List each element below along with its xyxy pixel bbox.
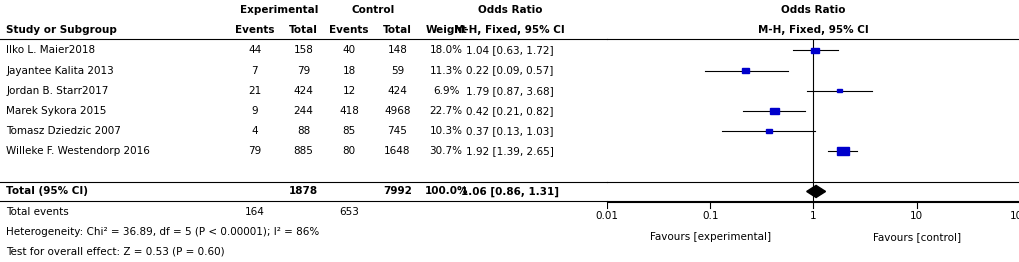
Text: 9: 9: [252, 106, 258, 116]
Text: 79: 79: [248, 146, 261, 156]
Text: 653: 653: [338, 207, 359, 217]
Text: Experimental: Experimental: [239, 5, 318, 15]
Text: 745: 745: [387, 126, 407, 136]
Text: 10: 10: [909, 211, 922, 221]
Text: Marek Sykora 2015: Marek Sykora 2015: [6, 106, 106, 116]
Text: 244: 244: [293, 106, 313, 116]
Text: 0.42 [0.21, 0.82]: 0.42 [0.21, 0.82]: [466, 106, 553, 116]
Text: 10.3%: 10.3%: [429, 126, 463, 136]
Text: Test for overall effect: Z = 0.53 (P = 0.60): Test for overall effect: Z = 0.53 (P = 0…: [6, 247, 224, 257]
Text: 22.7%: 22.7%: [429, 106, 463, 116]
Text: Ilko L. Maier2018: Ilko L. Maier2018: [6, 45, 95, 55]
Text: 418: 418: [338, 106, 359, 116]
Text: 6.9%: 6.9%: [432, 86, 459, 96]
Text: 1648: 1648: [384, 146, 411, 156]
Text: 0.1: 0.1: [701, 211, 717, 221]
Text: 100.0%: 100.0%: [424, 187, 468, 196]
Text: Total: Total: [288, 25, 318, 35]
Text: 79: 79: [297, 66, 310, 75]
Text: 21: 21: [248, 86, 261, 96]
Text: 0.37 [0.13, 1.03]: 0.37 [0.13, 1.03]: [466, 126, 553, 136]
Text: Total events: Total events: [6, 207, 68, 217]
Text: Weight: Weight: [425, 25, 467, 35]
Text: 885: 885: [293, 146, 313, 156]
Text: 0.01: 0.01: [595, 211, 618, 221]
Text: Favours [control]: Favours [control]: [872, 232, 960, 242]
Bar: [765, 129, 771, 133]
Bar: [810, 48, 818, 53]
Text: Events: Events: [235, 25, 274, 35]
Text: 44: 44: [248, 45, 261, 55]
Bar: [769, 108, 779, 114]
Text: 4968: 4968: [384, 106, 411, 116]
Text: 1.04 [0.63, 1.72]: 1.04 [0.63, 1.72]: [466, 45, 553, 55]
Text: 7992: 7992: [383, 187, 412, 196]
Text: 1.79 [0.87, 3.68]: 1.79 [0.87, 3.68]: [466, 86, 553, 96]
Text: 100: 100: [1009, 211, 1019, 221]
Text: 424: 424: [387, 86, 407, 96]
Text: 88: 88: [297, 126, 310, 136]
Text: 1: 1: [809, 211, 816, 221]
Text: Study or Subgroup: Study or Subgroup: [6, 25, 117, 35]
Text: 30.7%: 30.7%: [429, 146, 463, 156]
Text: Odds Ratio: Odds Ratio: [781, 5, 845, 15]
Text: 18.0%: 18.0%: [429, 45, 463, 55]
Text: 80: 80: [342, 146, 356, 156]
Text: 1878: 1878: [288, 187, 318, 196]
Bar: [742, 68, 748, 73]
Text: 164: 164: [245, 207, 265, 217]
Text: 11.3%: 11.3%: [429, 66, 463, 75]
Text: 424: 424: [293, 86, 313, 96]
Text: 0.22 [0.09, 0.57]: 0.22 [0.09, 0.57]: [466, 66, 553, 75]
Text: Total: Total: [383, 25, 412, 35]
Bar: [836, 147, 848, 155]
Text: Control: Control: [352, 5, 394, 15]
Text: Jayantee Kalita 2013: Jayantee Kalita 2013: [6, 66, 114, 75]
Text: 4: 4: [252, 126, 258, 136]
Text: 148: 148: [387, 45, 407, 55]
Text: 1.06 [0.86, 1.31]: 1.06 [0.86, 1.31]: [461, 186, 558, 196]
Text: 18: 18: [342, 66, 356, 75]
Text: 7: 7: [252, 66, 258, 75]
Text: Jordan B. Starr2017: Jordan B. Starr2017: [6, 86, 108, 96]
Text: Total (95% CI): Total (95% CI): [6, 187, 88, 196]
Text: 158: 158: [293, 45, 313, 55]
Text: Heterogeneity: Chi² = 36.89, df = 5 (P < 0.00001); I² = 86%: Heterogeneity: Chi² = 36.89, df = 5 (P <…: [6, 227, 319, 237]
Text: Favours [experimental]: Favours [experimental]: [649, 232, 770, 242]
Polygon shape: [806, 185, 824, 198]
Text: M-H, Fixed, 95% CI: M-H, Fixed, 95% CI: [757, 25, 868, 35]
Text: M-H, Fixed, 95% CI: M-H, Fixed, 95% CI: [454, 25, 565, 35]
Text: Odds Ratio: Odds Ratio: [477, 5, 541, 15]
Text: 59: 59: [390, 66, 404, 75]
Text: 1.92 [1.39, 2.65]: 1.92 [1.39, 2.65]: [466, 146, 553, 156]
Text: 40: 40: [342, 45, 356, 55]
Text: Willeke F. Westendorp 2016: Willeke F. Westendorp 2016: [6, 146, 150, 156]
Text: 85: 85: [342, 126, 356, 136]
Text: Events: Events: [329, 25, 368, 35]
Bar: [837, 89, 842, 92]
Text: Tomasz Dziedzic 2007: Tomasz Dziedzic 2007: [6, 126, 121, 136]
Text: 12: 12: [342, 86, 356, 96]
